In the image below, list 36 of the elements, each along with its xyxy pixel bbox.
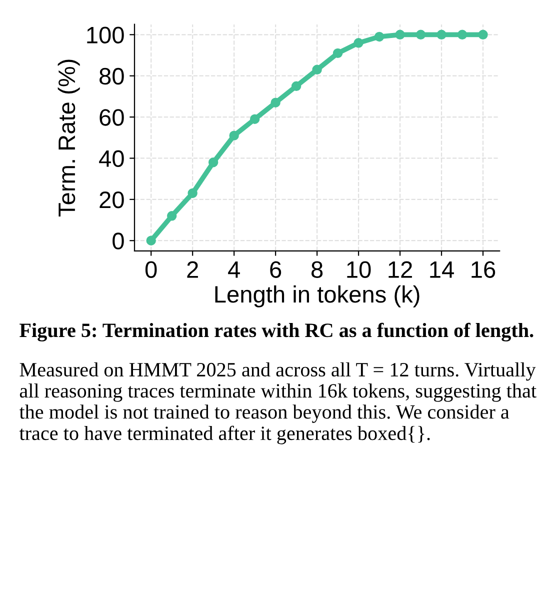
point [478,30,488,40]
x-tick-label: 2 [187,261,198,278]
point [270,98,280,108]
point [395,30,405,40]
point [436,30,446,40]
y-axis-title: Term. Rate (%) [58,60,80,216]
point [457,30,468,40]
point [146,236,156,246]
x-tick-label: 10 [347,261,371,278]
point [374,32,384,42]
x-tick-label: 4 [228,261,240,278]
point [332,48,343,58]
point [416,30,426,40]
x-tick-label: 12 [388,261,412,278]
y-tick-label: 40 [99,150,124,168]
x-tick-label: 0 [145,261,157,278]
x-tick-label: 8 [312,261,323,278]
point [312,64,322,75]
y-tick-label: 0 [112,232,124,250]
x-tick-label: 6 [270,261,282,278]
point [166,211,177,221]
point [188,188,198,198]
point [250,114,260,124]
y-tick-label: 100 [87,26,124,44]
y-tick-label: 20 [100,191,124,208]
y-tick-label: 60 [100,109,124,126]
point [291,81,302,92]
point [229,130,239,140]
text: Measured on HMMT 2025 and across all T = 12 turns. Virtually all reasoning traces terminate within 16k tokens, suggesting that the model is not trained to reason beyond this. We consider a trace to have terminated after it generates boxed{}. [19,362,536,444]
y-tick-label: 80 [100,68,124,85]
x-axis-title: Length in tokens (k) [215,285,420,308]
x-tick-label: 16 [472,261,496,278]
point [208,157,218,168]
x-tick-label: 14 [430,261,454,278]
point [354,38,364,48]
caption: Figure 5: Termination rates with RC as a function of length. [20,322,534,342]
